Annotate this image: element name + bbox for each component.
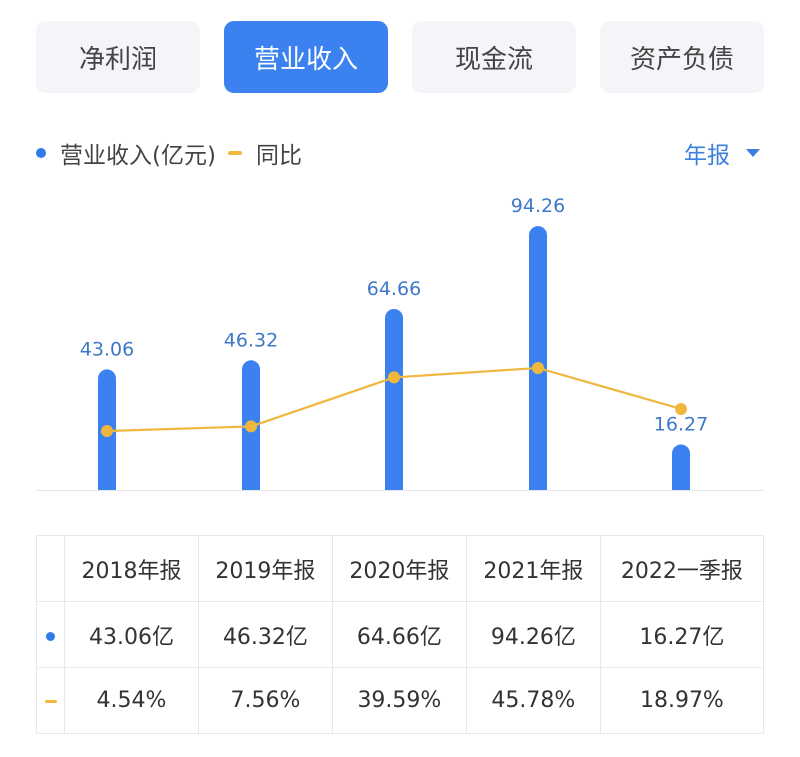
table-header-cell: 2018年报: [64, 535, 199, 602]
chevron-down-icon: [746, 149, 760, 157]
revenue-chart: 43.06 46.32 64.66 94.26 16.27: [36, 195, 764, 491]
bar-data-label: 64.66: [367, 278, 421, 300]
yoy-point: [532, 361, 544, 374]
yoy-point: [245, 420, 257, 433]
table-header-cell: 2022一季报: [599, 535, 765, 602]
table-cell: 39.59%: [331, 667, 467, 734]
revenue-bar: [529, 226, 547, 490]
tab-net-profit[interactable]: 净利润: [36, 21, 200, 93]
data-table: 2018年报 2019年报 2020年报 2021年报 2022一季报 43.0…: [36, 535, 765, 734]
tab-balance-sheet[interactable]: 资产负债: [600, 21, 764, 93]
table-cell: 64.66亿: [331, 601, 467, 668]
table-cell: 45.78%: [465, 667, 601, 734]
tab-cash-flow[interactable]: 现金流: [412, 21, 576, 93]
revenue-bar: [672, 444, 690, 490]
table-cell: 4.54%: [64, 667, 199, 734]
yoy-point: [388, 371, 400, 384]
table-row-revenue: 43.06亿 46.32亿 64.66亿 94.26亿 16.27亿: [36, 601, 765, 668]
tab-revenue[interactable]: 营业收入: [224, 21, 388, 93]
table-header-cell: 2019年报: [197, 535, 333, 602]
table-row-yoy: 4.54% 7.56% 39.59% 45.78% 18.97%: [36, 667, 765, 734]
revenue-row-marker: [36, 601, 65, 668]
period-dropdown[interactable]: 年报: [684, 133, 760, 173]
table-header-row: 2018年报 2019年报 2020年报 2021年报 2022一季报: [36, 535, 765, 602]
period-selected-label: 年报: [684, 143, 730, 169]
table-cell: 18.97%: [599, 667, 765, 734]
revenue-bar: [385, 308, 403, 490]
bar-data-label: 94.26: [511, 195, 565, 217]
chart-legend: 营业收入(亿元) 同比: [36, 133, 302, 173]
table-cell: 7.56%: [197, 667, 333, 734]
yoy-row-marker: [36, 667, 65, 734]
yoy-legend-dash-icon: [227, 151, 242, 155]
legend-yoy-label: 同比: [255, 143, 302, 169]
table-corner-cell: [36, 535, 65, 602]
table-cell: 46.32亿: [197, 601, 333, 668]
table-header-cell: 2021年报: [465, 535, 601, 602]
table-cell: 43.06亿: [64, 601, 199, 668]
legend-revenue-label: 营业收入(亿元): [60, 143, 216, 169]
revenue-dot-icon: [46, 632, 55, 641]
table-cell: 94.26亿: [465, 601, 601, 668]
yoy-point: [101, 425, 113, 438]
tab-bar: 净利润 营业收入 现金流 资产负债: [36, 21, 764, 93]
yoy-point: [675, 402, 687, 415]
bar-data-label: 46.32: [224, 329, 278, 351]
bar-data-label: 16.27: [654, 413, 708, 435]
table-cell: 16.27亿: [599, 601, 765, 668]
bar-data-label: 43.06: [80, 338, 134, 360]
table-header-cell: 2020年报: [331, 535, 467, 602]
revenue-legend-dot-icon: [36, 148, 46, 158]
yoy-dash-icon: [44, 699, 57, 703]
